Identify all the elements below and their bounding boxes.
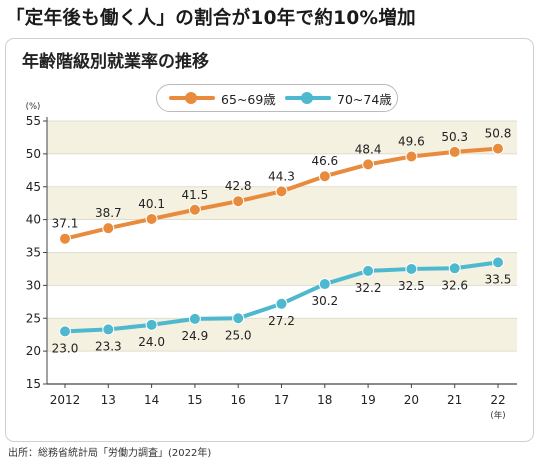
grid-band [47,121,517,154]
data-label: 50.8 [485,127,512,141]
data-point [145,212,158,225]
data-label: 38.7 [95,206,122,220]
data-label: 32.5 [398,279,425,293]
data-label: 30.2 [311,294,338,308]
legend-item-70-74: 70~74歳 [285,85,392,111]
data-point [405,150,418,163]
x-tick-label: 15 [187,393,202,407]
y-tick-label: 45 [26,180,41,194]
data-label: 24.0 [138,335,165,349]
data-point [492,256,504,269]
grid-band [47,318,517,352]
data-point [232,195,245,208]
legend-swatch-65-69 [169,92,215,104]
x-axis-unit: (年) [490,410,505,421]
legend: 65~69歳 70~74歳 [156,84,398,112]
data-point [448,145,461,158]
x-tick-label: 22 [490,393,505,407]
data-point [318,278,331,291]
data-point [59,232,71,245]
data-point [102,222,115,235]
y-axis-unit: (%) [26,102,41,112]
data-label: 32.2 [355,281,382,295]
data-label: 41.5 [182,188,209,202]
x-tick-label: 20 [404,393,419,407]
data-label: 32.6 [441,278,468,292]
data-label: 42.8 [225,179,252,193]
data-point [492,142,504,155]
data-point [188,203,201,216]
data-point [448,262,461,275]
y-tick-label: 40 [26,213,41,227]
x-tick-label: 14 [144,393,159,407]
data-point [232,312,245,325]
data-label: 46.6 [311,154,338,168]
legend-item-65-69: 65~69歳 [169,85,276,111]
y-tick-label: 35 [26,246,41,260]
y-tick-label: 30 [26,278,41,292]
y-tick-label: 55 [26,114,41,128]
data-label: 23.3 [95,339,122,353]
x-tick-label: 16 [231,393,246,407]
data-point [318,170,331,183]
x-tick-label: 21 [447,393,462,407]
source-note: 出所：総務省統計局「労働力調査」(2022年) [8,448,212,459]
chart-panel [5,38,534,442]
data-point [59,325,71,338]
x-tick-label: 2012 [50,393,81,407]
legend-label-70-74: 70~74歳 [337,91,392,107]
data-label: 44.3 [268,169,295,183]
data-label: 25.0 [225,328,252,342]
data-point [362,158,375,171]
data-label: 23.0 [52,341,79,355]
data-label: 49.6 [398,135,425,149]
data-point [275,297,288,310]
data-label: 40.1 [138,197,165,211]
y-tick-label: 25 [26,311,41,325]
legend-label-65-69: 65~69歳 [221,91,276,107]
chart-title: 年齢階級別就業率の推移 [22,52,209,72]
data-point [188,312,201,325]
data-point [102,323,115,336]
y-tick-label: 15 [26,377,41,391]
data-label: 37.1 [52,217,79,231]
data-label: 50.3 [441,130,468,144]
data-point [405,262,418,275]
data-point [362,264,375,277]
legend-swatch-70-74 [285,92,331,104]
x-tick-label: 13 [101,393,116,407]
y-tick-label: 20 [26,344,41,358]
y-tick-label: 50 [26,147,41,161]
data-label: 48.4 [355,142,382,156]
data-point [145,318,158,331]
x-tick-label: 19 [360,393,375,407]
data-label: 24.9 [182,329,209,343]
x-tick-label: 17 [274,393,289,407]
data-label: 33.5 [485,272,512,286]
x-tick-label: 18 [317,393,332,407]
headline: 「定年後も働く人」の割合が10年で約10%増加 [6,8,416,29]
data-point [275,185,288,198]
data-label: 27.2 [268,314,295,328]
